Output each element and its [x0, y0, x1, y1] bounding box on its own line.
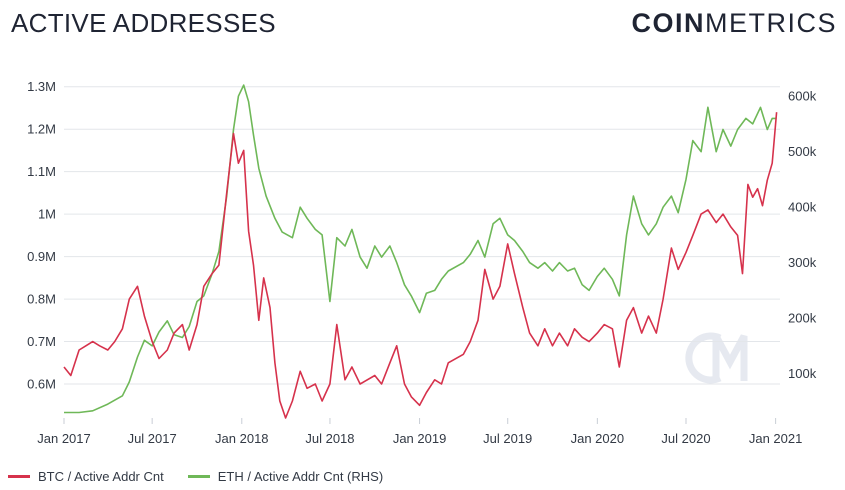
legend-label-eth: ETH / Active Addr Cnt (RHS) — [217, 469, 384, 484]
x-tick-label: Jan 2021 — [749, 431, 803, 446]
watermark-c-shape — [685, 332, 722, 384]
right-tick-label: 400k — [788, 200, 817, 215]
x-tick-label: Jul 2018 — [305, 431, 354, 446]
legend-swatch-eth — [187, 475, 210, 478]
left-tick-label: 0.7M — [27, 334, 56, 349]
left-axis-ticks: 0.6M 0.7M 0.8M 0.9M 1M 1.1M 1.2M 1.3M — [27, 79, 56, 391]
x-tick-label: Jul 2020 — [661, 431, 710, 446]
left-tick-label: 1.3M — [27, 79, 56, 94]
legend-item-btc[interactable]: BTC / Active Addr Cnt — [8, 469, 164, 484]
x-tick-label: Jul 2017 — [128, 431, 177, 446]
left-tick-label: 1.1M — [27, 164, 56, 179]
right-axis-ticks: 100k 200k 300k 400k 500k 600k — [788, 89, 817, 381]
right-tick-label: 100k — [788, 366, 817, 381]
series-lines — [63, 84, 778, 419]
x-axis-ticks: Jan 2017 Jul 2017 Jan 2018 Jul 2018 Jan 2019… — [37, 418, 802, 446]
right-tick-label: 200k — [788, 311, 817, 326]
x-tick-label: Jan 2020 — [571, 431, 625, 446]
x-tick-label: Jan 2019 — [393, 431, 447, 446]
grid-lines — [64, 86, 780, 385]
x-tick-label: Jan 2018 — [215, 431, 269, 446]
right-tick-label: 300k — [788, 255, 817, 270]
x-tick-label: Jul 2019 — [483, 431, 532, 446]
left-tick-label: 0.8M — [27, 292, 56, 307]
logo-text-light: METRICS — [705, 8, 837, 38]
cm-watermark-icon — [685, 332, 748, 384]
watermark-m-shape — [712, 334, 748, 381]
left-tick-label: 0.6M — [27, 377, 56, 392]
legend-label-btc: BTC / Active Addr Cnt — [38, 469, 164, 484]
left-tick-label: 1M — [38, 207, 56, 222]
btc-series-line — [63, 112, 778, 419]
left-tick-label: 1.2M — [27, 122, 56, 137]
eth-series-line — [64, 84, 777, 414]
logo-text-bold: COIN — [631, 8, 705, 38]
x-tick-label: Jan 2017 — [37, 431, 91, 446]
legend-swatch-btc — [8, 475, 30, 478]
coinmetrics-logo: COINMETRICS — [632, 8, 838, 39]
right-tick-label: 500k — [788, 144, 817, 159]
left-tick-label: 0.9M — [27, 249, 56, 264]
chart-legend: BTC / Active Addr Cnt ETH / Active Addr … — [8, 469, 407, 484]
right-tick-label: 600k — [788, 89, 817, 104]
chart-title: ACTIVE ADDRESSES — [11, 8, 276, 38]
legend-item-eth[interactable]: ETH / Active Addr Cnt (RHS) — [187, 469, 384, 484]
